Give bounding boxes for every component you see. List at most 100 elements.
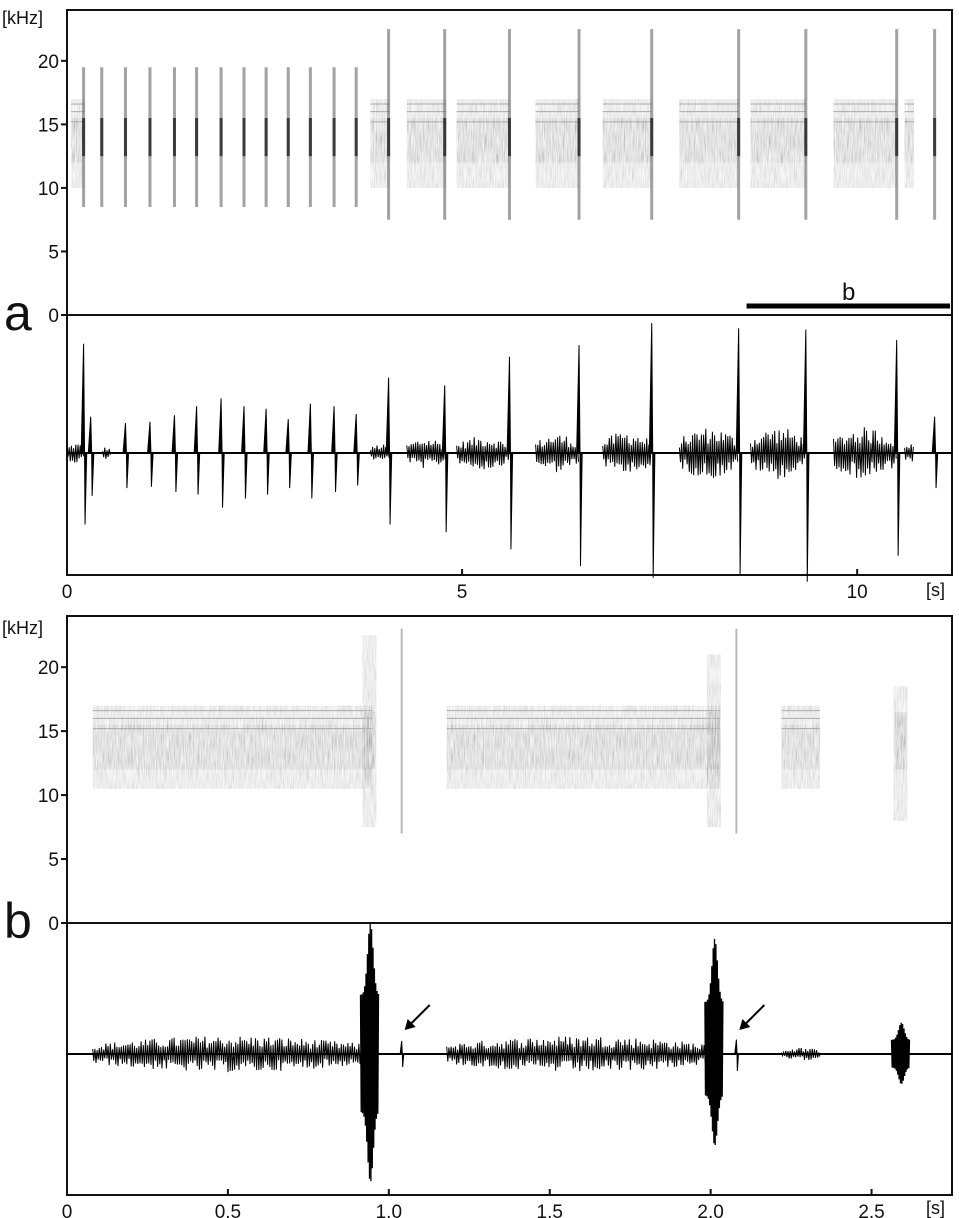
panel-a-spectrogram-segment — [535, 98, 580, 188]
panel-a-waveform-click — [80, 343, 88, 525]
panel-a-waveform-click — [241, 406, 248, 499]
panel-b-spectrogram-segment — [92, 705, 373, 789]
panel-b-x-tick-label: 1.0 — [376, 1202, 402, 1218]
panel-a-waveform-click — [122, 423, 130, 489]
panel-a-waveform-click — [193, 406, 201, 495]
panel-a-spectrogram-segment — [456, 98, 510, 188]
panel-a-y-tick-label: 20 — [38, 52, 59, 73]
panel-a-x-ticks: 0 5 10 — [62, 569, 868, 603]
panel-a-waveform-segment — [102, 447, 111, 459]
panel-a-waveform-segment — [456, 437, 510, 470]
panel-b-y-tick-label: 20 — [38, 658, 59, 679]
panel-a-waveform-click — [263, 408, 270, 495]
panel-a-waveform-click — [735, 328, 743, 574]
panel-a-segment-core — [750, 118, 806, 163]
panel-a-x-tick-label: 0 — [62, 582, 73, 603]
panel-a-spectrogram-segment — [904, 98, 915, 188]
panel-a-waveform-click — [285, 419, 292, 489]
panel-a-segment-core — [679, 118, 739, 163]
panel-a-waveform-segment — [535, 435, 579, 473]
panel-b-arrow — [404, 1004, 431, 1030]
panel-b-y-unit: [kHz] — [2, 618, 43, 638]
panel-a-y-tick-label: 5 — [48, 242, 59, 263]
panel-b-waveform-bursts — [359, 923, 911, 1182]
panel-b-x-tick-label: 2.5 — [858, 1202, 884, 1218]
panel-b-spectrogram-segment — [446, 705, 721, 789]
panel-a-segment-core — [833, 118, 897, 163]
panel-a-spectrogram-y-ticks: 0 5 10 15 20 — [38, 52, 67, 327]
panel-a-segment-core — [70, 118, 85, 163]
panel-a-waveform-click — [307, 403, 315, 499]
panel-a-waveform-segment — [406, 440, 446, 468]
panel-b-x-tick-label: 1.5 — [537, 1202, 563, 1218]
panel-b-waveform-burst — [359, 923, 380, 1182]
panel-a-waveform-frame — [66, 314, 953, 576]
panel-a-waveform-click — [353, 413, 360, 486]
panel-b-waveform: 0 0.5 1.0 1.5 2.0 2.5 [s] — [62, 922, 953, 1218]
panel-a-waveform-click — [802, 329, 810, 582]
panel-a-waveform: 0 5 10 [s] — [62, 314, 953, 603]
panel-b-spectrogram-burst-core — [707, 711, 720, 770]
panel-a-spectrogram-segment — [406, 98, 447, 188]
panel-a-spectrogram-clicks — [82, 29, 937, 220]
panel-b-y-tick-label: 0 — [48, 914, 59, 935]
panel-a-segment-core — [904, 118, 915, 163]
panel-b-waveform-frame — [66, 922, 953, 1196]
panel-a-spectrogram-segment — [679, 98, 739, 188]
panel-a-y-tick-label: 10 — [38, 179, 59, 200]
panel-b-spectrogram-bands — [92, 705, 821, 789]
panel-a-waveform-segment — [833, 427, 897, 478]
panel-a-waveform-clicks — [80, 322, 939, 582]
panel-b-x-tick-label: 0.5 — [215, 1202, 241, 1218]
panel-a-segment-core — [370, 118, 390, 163]
panel-a-spectrogram-segment — [602, 98, 652, 188]
panel-b-waveform-click — [734, 1039, 739, 1072]
panel-b-arrow-shaft — [407, 1004, 431, 1027]
panel-b-waveform-segment — [446, 1036, 711, 1072]
panel-b-spectrogram-y-ticks: 0 5 10 15 20 — [38, 658, 67, 935]
panel-b-waveform-segment — [780, 1047, 821, 1061]
panel-b-x-ticks: 0 0.5 1.0 1.5 2.0 2.5 — [62, 1189, 885, 1218]
panel-a-waveform-click — [506, 356, 514, 550]
panel-a-y-unit: [kHz] — [2, 8, 43, 28]
panel-a-waveform-segment — [602, 433, 652, 472]
panel-a-waveform-segment — [904, 444, 914, 462]
panel-a-segment-core — [456, 118, 510, 163]
panel-a-waveform-click — [87, 416, 95, 496]
panel-a-spectrogram-bands — [70, 98, 915, 188]
panel-a-waveform-segment — [678, 428, 739, 478]
panel-a-waveform-click — [331, 406, 338, 493]
panel-b-letter: b — [4, 893, 32, 949]
panel-a-waveform-click — [385, 377, 393, 525]
panel-b-spectrogram-segment — [781, 705, 821, 789]
panel-a-waveform-click — [171, 415, 179, 493]
panel-a-spectrogram: 0 5 10 15 20 [kHz] b — [2, 8, 953, 327]
panel-a-x-unit: [s] — [926, 580, 945, 600]
panel-a-spectrogram-segment — [70, 98, 85, 188]
panel-a-spectrogram-segment — [370, 98, 390, 188]
panel-a-waveform-segment — [750, 429, 806, 479]
panel-b-segment-core — [92, 724, 373, 770]
panel-b-waveform-segments — [92, 1036, 821, 1073]
panel-b-x-tick-label: 0 — [62, 1202, 73, 1218]
panel-b-arrow — [739, 1004, 766, 1030]
panel-b-y-tick-label: 5 — [48, 850, 59, 871]
panel-b-waveform-click — [399, 1040, 405, 1068]
panel-a-waveform-click — [931, 416, 939, 489]
panel-a-segment-core — [406, 118, 447, 163]
panel-b-waveform-burst — [704, 938, 724, 1146]
panel-b-segment-core — [781, 724, 821, 770]
panel-b-waveform-burst — [890, 1022, 911, 1084]
panel-a-spectrogram-segment — [833, 98, 897, 188]
panel-b-x-tick-label: 2.0 — [697, 1202, 723, 1218]
panel-a-waveform-click — [147, 421, 154, 487]
panel-a-segment-core — [535, 118, 580, 163]
panel-a-spectrogram-segment — [750, 98, 806, 188]
scale-bar-label: b — [842, 279, 855, 306]
panel-b-arrow-head — [739, 1019, 751, 1030]
panel-a-y-tick-label: 0 — [48, 306, 59, 327]
panel-a-waveform-click — [893, 339, 901, 556]
panel-b-waveform-segment — [92, 1036, 366, 1073]
panel-a-x-tick-label: 5 — [457, 582, 468, 603]
